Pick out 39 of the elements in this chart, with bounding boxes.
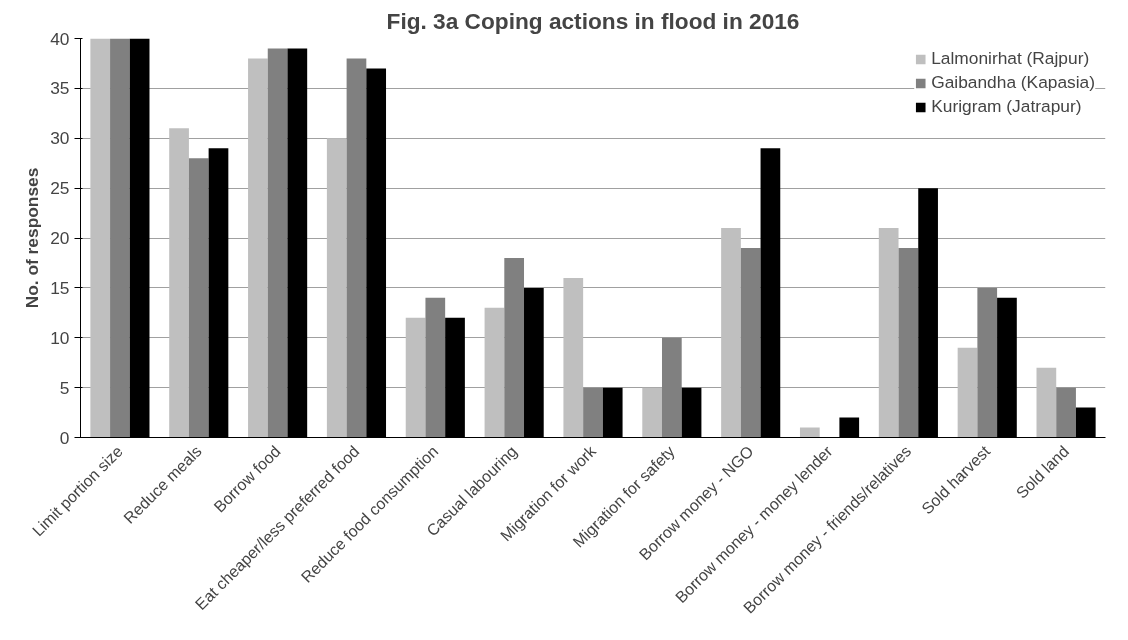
y-tick-label: 20 [50, 228, 70, 248]
bar [721, 228, 741, 438]
bar [110, 38, 130, 438]
y-tick-label: 15 [50, 277, 70, 298]
bar [169, 128, 189, 438]
bar [799, 427, 820, 438]
y-tick-label: 30 [50, 128, 70, 149]
bar [504, 257, 525, 438]
bar [188, 158, 209, 438]
legend-label: Lalmonirhat (Rajpur) [931, 48, 1090, 69]
y-tick-label: 5 [59, 377, 70, 398]
bar [90, 38, 111, 438]
y-axis-title: No. of responses [22, 167, 43, 309]
bar [878, 228, 899, 438]
chart-title: Fig. 3a Coping actions in flood in 2016 [386, 7, 800, 34]
bar [957, 347, 978, 438]
bar [346, 58, 367, 438]
y-tick-label: 10 [50, 327, 70, 348]
bar [326, 138, 347, 438]
y-tick-label: 0 [59, 427, 70, 448]
bar [977, 287, 998, 438]
bar [563, 277, 584, 438]
legend-label: Kurigram (Jatrapur) [931, 96, 1082, 117]
legend-label: Gaibandha (Kapasia) [931, 72, 1095, 93]
y-tick-label: 25 [50, 178, 70, 199]
bar [583, 387, 603, 438]
bar [1056, 387, 1076, 438]
bar [740, 247, 761, 438]
bar [484, 307, 505, 438]
bar [267, 48, 288, 438]
bar [1036, 367, 1057, 438]
bar [405, 317, 426, 438]
bar [425, 297, 446, 438]
bar [661, 337, 682, 438]
y-tick-label: 40 [50, 28, 70, 49]
bar [248, 58, 268, 438]
y-tick-label: 35 [50, 78, 70, 99]
bar [898, 247, 919, 438]
bar [642, 387, 662, 438]
